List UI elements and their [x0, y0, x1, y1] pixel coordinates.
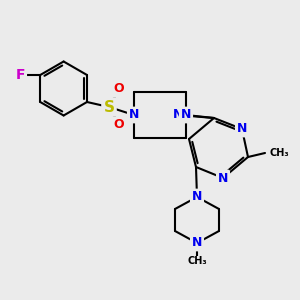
Text: N: N — [129, 109, 139, 122]
Text: S: S — [103, 100, 115, 115]
Text: N: N — [237, 122, 247, 136]
Text: N: N — [181, 109, 191, 122]
Text: CH₃: CH₃ — [270, 148, 290, 158]
Text: N: N — [218, 172, 228, 184]
Text: N: N — [192, 236, 202, 250]
Text: O: O — [114, 82, 124, 95]
Text: CH₃: CH₃ — [187, 256, 207, 266]
Text: N: N — [173, 109, 183, 122]
Text: N: N — [192, 190, 202, 203]
Text: O: O — [114, 118, 124, 131]
Text: F: F — [16, 68, 25, 82]
